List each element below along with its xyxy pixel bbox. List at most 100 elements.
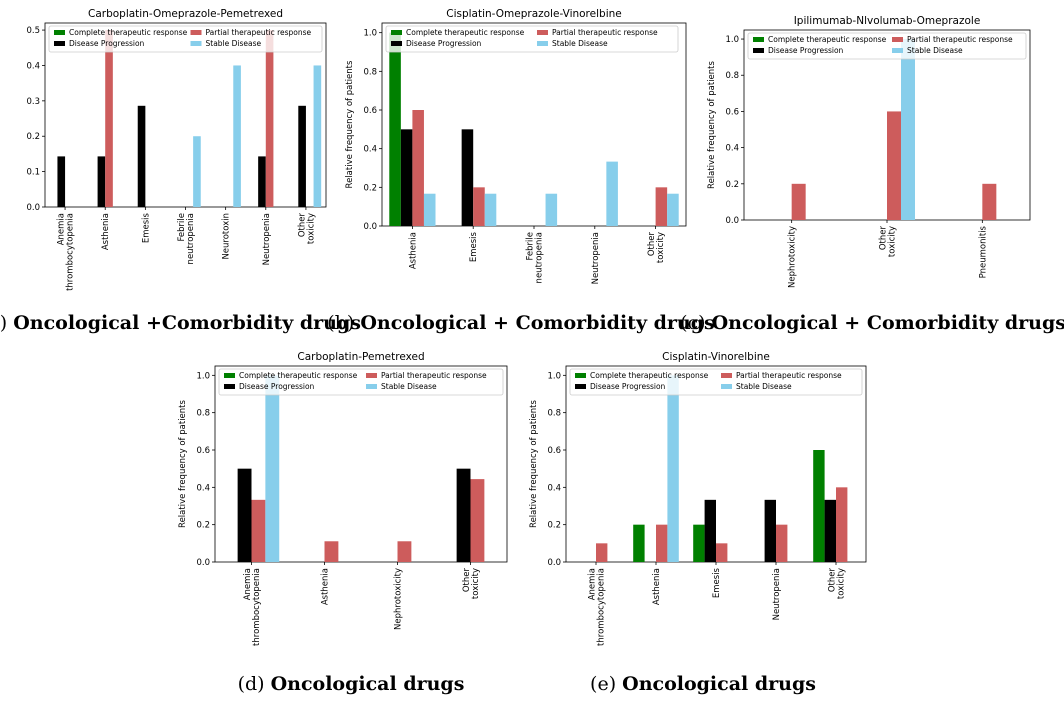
x-tick-label: Emesis	[469, 231, 479, 262]
bar-partial-therapeutic-response	[324, 541, 339, 562]
x-tick-label: thrombocytopenia	[252, 568, 262, 646]
y-tick-label: 0.6	[196, 446, 210, 456]
bar-partial-therapeutic-response	[887, 111, 901, 220]
x-tick-label: Other	[879, 226, 889, 251]
y-tick-label: 0.2	[196, 521, 210, 531]
legend-swatch-disease-progression	[54, 41, 65, 46]
x-tick-label: Anemia	[57, 213, 67, 245]
legend-swatch-stable-disease	[892, 48, 903, 53]
legend-label-complete-therapeutic-response: Complete therapeutic response	[768, 35, 887, 44]
bar-disease-progression	[57, 156, 66, 207]
x-tick-label: Asthenia	[652, 568, 662, 605]
caption-c: (c) Oncological + Comorbidity drugs	[680, 312, 1064, 334]
x-tick-label: Anemia	[243, 568, 253, 600]
x-tick-label: Asthenia	[101, 213, 111, 250]
y-axis-label: Relative frequency of patients	[707, 60, 717, 188]
bar-disease-progression	[237, 468, 252, 562]
bar-partial-therapeutic-response	[251, 499, 266, 562]
x-tick-label: toxicity	[888, 226, 898, 257]
x-tick-label: thrombocytopenia	[597, 568, 607, 646]
y-tick-label: 0.6	[363, 106, 377, 116]
legend-label-disease-progression: Disease Progression	[406, 39, 482, 48]
legend-label-partial-therapeutic-response: Partial therapeutic response	[381, 371, 487, 380]
bar-disease-progression	[824, 499, 836, 562]
caption-e: (e) Oncological drugs	[590, 673, 816, 695]
legend-label-complete-therapeutic-response: Complete therapeutic response	[69, 28, 188, 37]
caption-b-text: Oncological + Comorbidity drugs	[360, 312, 715, 334]
legend: Complete therapeutic response Partial the…	[747, 32, 1027, 60]
legend-swatch-partial-therapeutic-response	[366, 373, 377, 378]
y-tick-label: 0.0	[26, 203, 40, 213]
x-tick-label: Pneumonitis	[978, 225, 988, 278]
legend-label-disease-progression: Disease Progression	[768, 46, 844, 55]
x-tick-label: Other	[297, 213, 307, 238]
x-tick-label: Other	[647, 232, 657, 257]
bar-stable-disease	[193, 136, 201, 207]
bar-disease-progression	[456, 468, 471, 562]
y-tick-label: 0.2	[725, 180, 739, 190]
y-tick-label: 0.1	[26, 168, 40, 178]
x-tick-label: Febrile	[177, 213, 187, 242]
legend-swatch-complete-therapeutic-response	[54, 30, 65, 35]
bar-partial-therapeutic-response	[791, 183, 806, 220]
legend-label-complete-therapeutic-response: Complete therapeutic response	[406, 28, 525, 37]
chart-title: Cisplatin-Omeprazole-Vinorelbine	[446, 8, 621, 20]
x-tick-label: toxicity	[306, 213, 316, 244]
x-tick-label: Nephrotoxicity	[788, 226, 798, 288]
bar-partial-therapeutic-response	[105, 30, 113, 208]
y-tick-label: 0.8	[196, 409, 210, 419]
bar-stable-disease	[606, 161, 618, 226]
x-tick-label: Febrile	[526, 232, 536, 261]
bar-stable-disease	[265, 375, 280, 562]
y-tick-label: 0.2	[363, 183, 377, 193]
y-axis-label: Relative frequency of patients	[178, 399, 188, 527]
legend-swatch-disease-progression	[391, 41, 402, 46]
legend-box	[48, 25, 323, 53]
x-tick-label: toxicity	[471, 568, 481, 599]
y-tick-label: 1.0	[547, 371, 561, 381]
caption-b-prefix: (b)	[327, 312, 361, 334]
legend-swatch-complete-therapeutic-response	[224, 373, 235, 378]
x-tick-label: thrombocytopenia	[66, 213, 76, 291]
legend-swatch-partial-therapeutic-response	[892, 37, 903, 42]
legend-label-partial-therapeutic-response: Partial therapeutic response	[907, 35, 1013, 44]
legend-label-disease-progression: Disease Progression	[69, 39, 145, 48]
legend-label-stable-disease: Stable Disease	[552, 39, 608, 48]
chart-title: Carboplatin-Omeprazole-Pemetrexed	[88, 8, 283, 20]
bar-disease-progression	[704, 499, 716, 562]
y-tick-label: 1.0	[363, 29, 377, 39]
y-tick-label: 0.4	[196, 483, 210, 493]
legend: Complete therapeutic response Partial the…	[218, 368, 504, 396]
legend-label-partial-therapeutic-response: Partial therapeutic response	[206, 28, 312, 37]
bar-partial-therapeutic-response	[656, 524, 668, 562]
x-tick-label: toxicity	[837, 568, 847, 599]
x-tick-label: Neutropenia	[772, 568, 782, 620]
bar-disease-progression	[461, 129, 474, 226]
legend-swatch-disease-progression	[753, 48, 764, 53]
legend-swatch-partial-therapeutic-response	[190, 30, 202, 35]
x-tick-label: Other	[828, 568, 838, 593]
bar-complete-therapeutic-response	[813, 450, 825, 562]
chart-3: Ipilimumab-Nlvolumab-Omeprazole 0.0 0.2 0.4…	[707, 15, 1031, 288]
caption-a: (a) Oncological +Comorbidity drugs	[0, 312, 361, 334]
bar-partial-therapeutic-response	[716, 543, 728, 562]
bar-stable-disease	[901, 39, 915, 220]
bar-partial-therapeutic-response	[776, 524, 788, 562]
x-tick-label: Anemia	[588, 568, 598, 600]
caption-d: (d) Oncological drugs	[238, 673, 465, 695]
bar-stable-disease	[423, 193, 436, 226]
bar-partial-therapeutic-response	[836, 487, 848, 562]
x-tick-label: toxicity	[656, 232, 666, 263]
legend-box	[569, 368, 863, 396]
bar-partial-therapeutic-response	[265, 30, 274, 208]
legend-label-stable-disease: Stable Disease	[907, 46, 963, 55]
caption-b: (b) Oncological + Comorbidity drugs	[327, 312, 714, 334]
y-tick-label: 0.0	[547, 558, 561, 568]
chart-1: Carboplatin-Omeprazole-Pemetrexed 0.0 0.1 0…	[26, 8, 327, 291]
bar-disease-progression	[298, 105, 306, 207]
caption-c-prefix: (c)	[680, 312, 712, 334]
y-tick-label: 0.6	[547, 446, 561, 456]
caption-d-text: Oncological drugs	[270, 673, 465, 695]
y-tick-label: 0.0	[196, 558, 210, 568]
